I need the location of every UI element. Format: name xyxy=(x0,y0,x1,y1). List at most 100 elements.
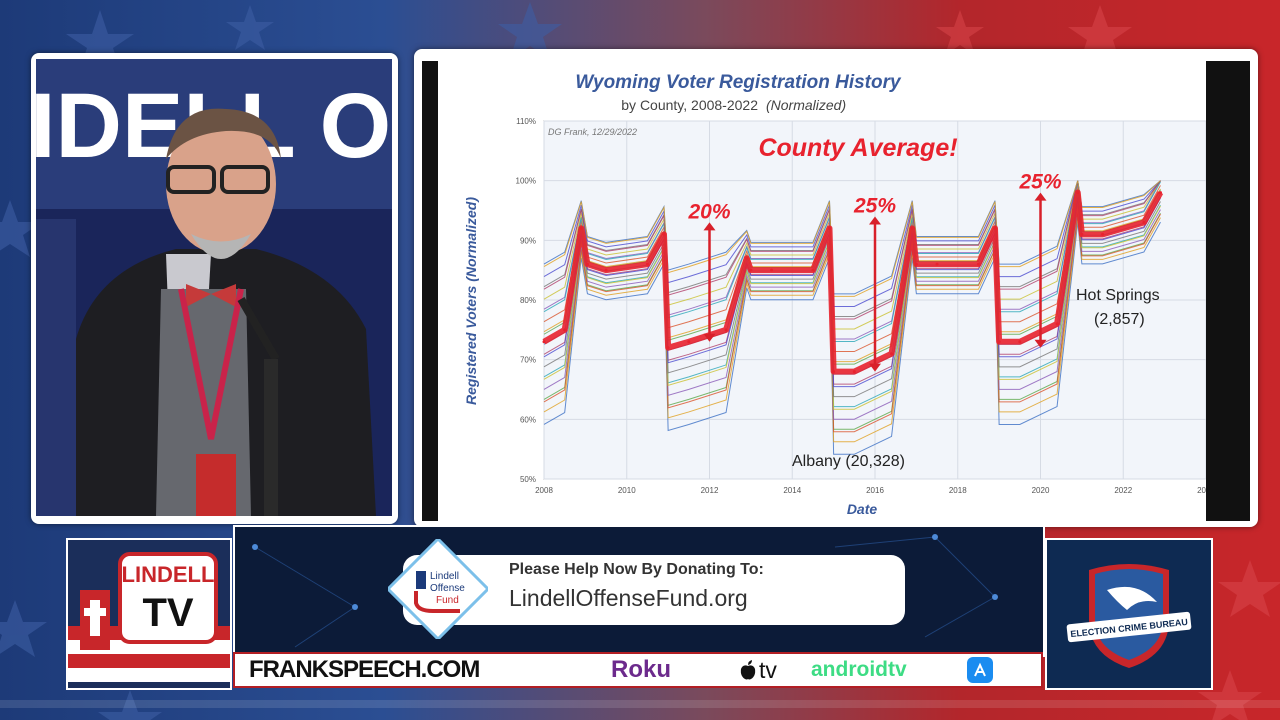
county-series-line xyxy=(543,197,1161,388)
county-average-point xyxy=(910,226,914,230)
county-series-line xyxy=(543,213,1161,433)
county-series-line xyxy=(543,205,1161,410)
x-tick-label: 2022 xyxy=(1114,486,1132,495)
logo-line3: Fund xyxy=(436,595,459,606)
donate-prompt: Please Help Now By Donating To: xyxy=(509,561,764,578)
ltv-line2: TV xyxy=(142,591,193,635)
x-tick-label: 2024 xyxy=(1197,486,1206,495)
y-tick-label: 90% xyxy=(520,236,536,245)
county-average-point xyxy=(1076,191,1080,195)
county-average-point xyxy=(1055,322,1059,326)
county-average-point xyxy=(1158,191,1162,195)
county-average-point xyxy=(645,262,649,266)
county-average-point xyxy=(662,232,666,236)
county-average-point xyxy=(687,340,691,344)
county-average-point xyxy=(993,226,997,230)
drop-percent-label: 25% xyxy=(853,194,896,217)
donate-banner: Please Help Now By Donating To: LindellO… xyxy=(233,525,1045,657)
chart-subtitle-note: (Normalized) xyxy=(766,97,846,113)
drop-arrow-head-top xyxy=(869,216,881,225)
y-tick-label: 50% xyxy=(520,475,536,484)
slide: Wyoming Voter Registration History by Co… xyxy=(438,61,1216,521)
y-tick-label: 70% xyxy=(520,356,536,365)
chart-title: Wyoming Voter Registration History xyxy=(575,72,902,93)
county-average-point xyxy=(935,262,939,266)
lindell-offense-fund-logo: Lindell Offense Fund xyxy=(388,539,488,639)
county-series-line xyxy=(543,221,1161,455)
county-average-point xyxy=(604,268,608,272)
frankspeech-link[interactable]: FRANKSPEECH.COM xyxy=(249,656,480,683)
county-average-point xyxy=(666,346,670,350)
ticker-bar: FRANKSPEECH.COM Roku tv androidtv xyxy=(233,652,1043,688)
election-crime-bureau-logo: ELECTION CRIME BUREAU xyxy=(1047,540,1211,688)
x-tick-label: 2020 xyxy=(1032,486,1050,495)
logo-line2: Offense xyxy=(430,583,465,594)
label-hot-springs: Hot Springs xyxy=(1076,287,1160,304)
county-series-line xyxy=(543,209,1161,420)
county-average-point xyxy=(745,256,749,260)
y-tick-label: 100% xyxy=(516,177,536,186)
x-tick-label: 2018 xyxy=(949,486,967,495)
slide-panel: Wyoming Voter Registration History by Co… xyxy=(414,49,1258,527)
county-average-point xyxy=(997,340,1001,344)
county-average-point xyxy=(827,226,831,230)
drop-percent-label: 20% xyxy=(687,200,730,223)
county-average-point xyxy=(890,352,894,356)
county-average-point xyxy=(542,340,546,344)
county-average-point xyxy=(852,370,856,374)
donate-url[interactable]: LindellOffenseFund.org xyxy=(509,585,748,611)
speaker-video: IDELL OF xyxy=(36,59,392,516)
plot-area: 110% 100% 90% 80% 70% 60% 50% 2008 2010 2012 2014 2… xyxy=(516,117,1216,495)
drop-percent-label: 25% xyxy=(1018,171,1061,194)
drop-arrow-head-bottom xyxy=(703,333,716,342)
voter-registration-chart: Wyoming Voter Registration History by Co… xyxy=(463,72,1216,517)
drop-arrow-head-bottom xyxy=(1034,339,1047,348)
author-note: DG Frank, 12/29/2022 xyxy=(548,127,637,137)
county-average-point xyxy=(1080,232,1084,236)
county-average-point xyxy=(563,328,567,332)
lindell-tv-logo: LINDELL TV xyxy=(68,540,230,688)
chart-subtitle: by County, 2008-2022 xyxy=(621,97,758,113)
label-hot-springs-count: (2,857) xyxy=(1094,311,1145,328)
election-crime-bureau-badge: ELECTION CRIME BUREAU xyxy=(1045,538,1213,690)
apple-icon xyxy=(740,660,756,680)
speaker-video-panel: IDELL OF xyxy=(31,53,398,524)
county-average-point xyxy=(832,370,836,374)
y-tick-label: 80% xyxy=(520,296,536,305)
county-average-headline: County Average! xyxy=(758,134,957,162)
county-average-point xyxy=(770,268,774,272)
apple-tv-logo: tv xyxy=(759,657,777,683)
drop-arrow-head-bottom xyxy=(869,363,881,372)
x-tick-label: 2010 xyxy=(618,486,636,495)
speaker-scene: IDELL OF xyxy=(36,59,392,516)
county-average-point xyxy=(811,268,815,272)
county-average-point xyxy=(914,262,918,266)
county-average-point xyxy=(585,262,589,266)
roku-logo: Roku xyxy=(611,656,671,683)
logo-line1: Lindell xyxy=(430,571,459,582)
county-series-line xyxy=(543,201,1161,398)
drop-arrow-head-top xyxy=(703,222,716,231)
ltv-line1: LINDELL xyxy=(122,562,215,587)
app-store-icon xyxy=(967,657,993,683)
androidtv-logo: androidtv xyxy=(811,658,907,681)
x-axis-label: Date xyxy=(847,501,878,517)
county-average-point xyxy=(724,328,728,332)
x-tick-label: 2014 xyxy=(783,486,801,495)
slide-frame: Wyoming Voter Registration History by Co… xyxy=(422,61,1250,521)
county-average-point xyxy=(579,226,583,230)
x-tick-label: 2008 xyxy=(535,486,553,495)
label-albany: Albany (20,328) xyxy=(792,453,905,470)
county-average-point xyxy=(1018,340,1022,344)
x-tick-label: 2016 xyxy=(866,486,884,495)
lindell-tv-badge: LINDELL TV xyxy=(66,538,232,690)
x-tick-label: 2012 xyxy=(701,486,719,495)
county-average-point xyxy=(976,262,980,266)
y-axis-label: Registered Voters (Normalized) xyxy=(463,197,479,405)
y-tick-label: 60% xyxy=(520,415,536,424)
county-average-point xyxy=(1142,220,1146,224)
county-average-point xyxy=(1101,232,1105,236)
county-average-point xyxy=(749,268,753,272)
county-series-line xyxy=(543,217,1161,443)
